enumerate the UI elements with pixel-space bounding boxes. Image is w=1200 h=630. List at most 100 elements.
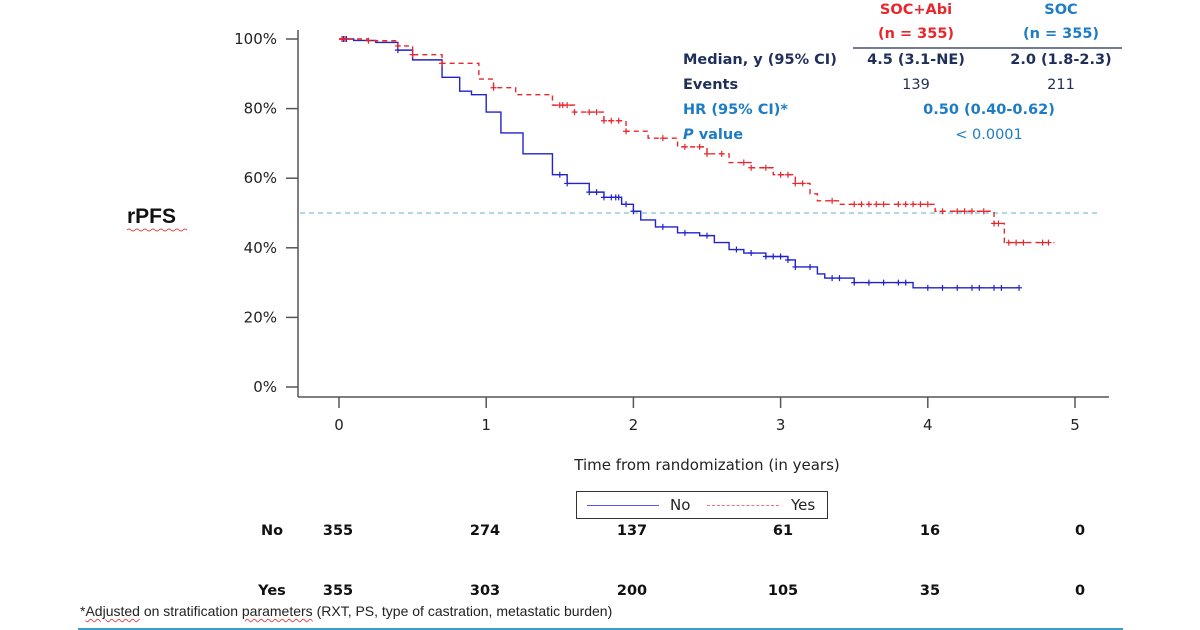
x-tick-label: 5 (1070, 416, 1080, 434)
censor-mark (1005, 239, 1012, 246)
y-tick-label: 20% (244, 308, 277, 326)
risk-row-label-yes: Yes (258, 583, 286, 599)
censor-mark (1016, 284, 1023, 291)
y-tick-label: 100% (234, 30, 277, 48)
footnote-rest: (RXT, PS, type of castration, metastatic… (312, 603, 613, 619)
footnote-word-parameters: parameters (241, 603, 313, 619)
footnote-asterisk: * (80, 603, 86, 619)
censor-mark (341, 36, 348, 42)
stats-median-col2: 2.0 (1.8-2.3) (1010, 52, 1112, 68)
p-rest: value (693, 127, 744, 143)
censor-mark (681, 143, 688, 150)
y-ticks: 0% 20% 40% 60% 80% 100% (234, 30, 298, 396)
risk-cell: 137 (616, 523, 648, 539)
censor-mark (829, 197, 836, 204)
censor-mark (718, 150, 725, 157)
censor-mark (623, 128, 630, 135)
censor-mark (917, 201, 924, 208)
censor-mark (829, 275, 836, 282)
censor-mark (733, 246, 740, 253)
censor-mark (571, 109, 578, 116)
y-tick-label: 60% (244, 169, 277, 187)
spellcheck-squiggle (126, 228, 188, 232)
censor-mark (1020, 239, 1027, 246)
censor-mark (902, 279, 909, 286)
censor-mark (954, 208, 961, 215)
censor-mark (740, 159, 747, 166)
censor-mark (770, 253, 777, 260)
x-tick-label: 3 (776, 416, 786, 434)
censor-mark (851, 279, 858, 286)
censor-mark (799, 180, 806, 187)
y-axis-label: rPFS (127, 205, 176, 228)
censor-mark (586, 189, 593, 196)
risk-row-label-no: No (260, 523, 284, 539)
censor-mark (998, 284, 1005, 291)
censor-mark (681, 229, 688, 236)
censor-mark (556, 171, 563, 178)
censor-mark (748, 250, 755, 257)
censor-mark (880, 279, 887, 286)
risk-cell: 355 (322, 583, 354, 599)
stats-events-col2: 211 (1047, 77, 1075, 93)
legend-swatch-no (587, 505, 659, 506)
censor-mark (792, 263, 799, 270)
censor-mark (968, 208, 975, 215)
risk-cell: 303 (469, 583, 501, 599)
censor-mark (630, 208, 637, 215)
censor-mark (939, 208, 946, 215)
stats-col2-header: SOC (1044, 2, 1078, 18)
censor-mark (762, 164, 769, 171)
p-italic: P (683, 127, 694, 143)
stats-median-col1: 4.5 (3.1-NE) (867, 52, 965, 68)
censor-mark (600, 194, 607, 201)
censor-mark (784, 171, 791, 178)
y-tick-label: 40% (244, 239, 277, 257)
footer-divider (78, 628, 1123, 630)
footnote-mid: on stratification (139, 603, 242, 619)
risk-cell: 274 (469, 523, 501, 539)
x-tick-label: 0 (334, 416, 344, 434)
risk-cell: 355 (322, 523, 354, 539)
censor-mark (704, 232, 710, 239)
censor-mark (924, 284, 931, 291)
censor-mark (991, 284, 998, 291)
stats-hr-value: 0.50 (0.40-0.62) (923, 102, 1055, 118)
censor-mark (865, 279, 872, 286)
censor-mark (490, 84, 497, 91)
censor-mark (439, 60, 446, 67)
censor-mark (615, 117, 622, 124)
censor-mark (659, 135, 666, 142)
stats-col1-n: (n = 355) (877, 26, 955, 42)
stats-pvalue-label: P value (683, 127, 743, 143)
legend-label-no: No (670, 496, 691, 514)
censor-mark (615, 194, 622, 201)
censor-mark (409, 51, 416, 58)
censor-mark (593, 189, 600, 196)
censor-mark (365, 37, 372, 44)
stats-events-label: Events (683, 77, 739, 93)
censor-mark (961, 208, 968, 215)
censor-mark (394, 42, 401, 49)
y-tick-label: 80% (244, 100, 277, 118)
censor-mark (954, 284, 961, 291)
stats-hr-label: HR (95% CI)* (683, 102, 788, 118)
censor-mark (564, 180, 571, 187)
censor-mark (659, 223, 666, 230)
x-tick-label: 1 (481, 416, 491, 434)
x-ticks: 0 1 2 3 4 5 (334, 397, 1080, 434)
risk-cell: 0 (1074, 523, 1086, 539)
censor-mark (777, 253, 784, 260)
censor-mark (704, 150, 710, 157)
stats-pvalue-value: < 0.0001 (955, 127, 1023, 143)
censor-mark (976, 284, 983, 291)
censor-mark (865, 201, 872, 208)
censor-mark (1039, 239, 1046, 246)
footnote: *Adjusted on stratification parameters (… (80, 603, 612, 619)
risk-cell: 105 (767, 583, 799, 599)
censor-mark (586, 109, 593, 116)
risk-cell: 61 (772, 523, 794, 539)
censor-mark (939, 284, 946, 291)
censor-mark (980, 208, 987, 215)
